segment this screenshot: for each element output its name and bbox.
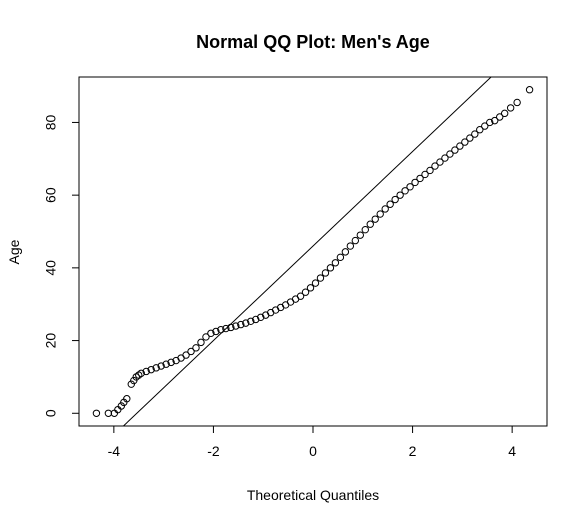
x-tick-label: 4 xyxy=(508,443,516,459)
data-point xyxy=(446,150,454,158)
x-tick-label: 0 xyxy=(309,443,317,459)
data-point xyxy=(110,409,119,417)
data-point xyxy=(147,365,155,374)
data-point xyxy=(197,338,205,347)
data-point xyxy=(451,146,459,154)
data-point xyxy=(466,134,474,142)
data-point xyxy=(227,323,235,332)
data-point xyxy=(257,313,265,322)
data-point xyxy=(356,231,364,239)
data-point xyxy=(346,242,355,250)
data-point xyxy=(496,113,504,121)
y-axis-label: Age xyxy=(6,239,22,264)
data-point xyxy=(461,138,469,146)
data-point xyxy=(152,364,160,372)
data-point xyxy=(157,362,165,370)
data-point xyxy=(127,380,135,388)
data-point xyxy=(421,170,429,179)
y-tick-label: 40 xyxy=(43,260,59,276)
data-point xyxy=(500,109,509,118)
data-point xyxy=(506,104,515,112)
data-point xyxy=(401,187,409,195)
data-point xyxy=(406,183,414,191)
data-point xyxy=(481,122,489,130)
y-axis: 0 20 40 60 80 xyxy=(43,114,80,417)
data-point xyxy=(252,315,260,324)
data-point xyxy=(142,367,150,376)
data-point xyxy=(207,329,215,337)
data-point xyxy=(321,269,330,277)
data-point xyxy=(296,292,305,300)
data-point xyxy=(513,98,521,107)
data-point xyxy=(491,116,499,125)
x-tick-label: -2 xyxy=(207,443,220,459)
data-point xyxy=(326,264,335,272)
data-point xyxy=(202,333,210,341)
data-point xyxy=(137,369,145,377)
chart-title: Normal QQ Plot: Men's Age xyxy=(196,32,430,52)
x-axis: -4 -2 0 2 4 xyxy=(108,425,516,459)
data-point xyxy=(237,320,245,329)
x-tick-label: 2 xyxy=(409,443,417,459)
x-axis-label: Theoretical Quantiles xyxy=(247,487,379,503)
y-tick-label: 80 xyxy=(43,114,59,130)
data-point xyxy=(212,327,220,336)
data-points-layer xyxy=(92,86,534,417)
data-point xyxy=(192,344,200,352)
data-point xyxy=(361,225,369,234)
data-point xyxy=(301,288,310,296)
data-point xyxy=(376,210,384,218)
data-point xyxy=(471,130,479,138)
data-point xyxy=(386,200,394,208)
data-point xyxy=(476,126,484,134)
data-point xyxy=(117,402,126,410)
data-point xyxy=(242,319,250,327)
data-point xyxy=(104,409,113,417)
data-point xyxy=(486,118,494,127)
data-point xyxy=(391,195,399,204)
data-point xyxy=(306,284,315,292)
data-point xyxy=(114,405,122,414)
data-point xyxy=(441,154,449,162)
data-point xyxy=(247,317,255,325)
data-point xyxy=(396,191,404,199)
data-point xyxy=(167,358,175,367)
data-point xyxy=(123,395,131,403)
data-point xyxy=(426,166,434,175)
data-point xyxy=(316,274,325,282)
data-point xyxy=(336,253,345,262)
data-point xyxy=(456,142,464,150)
data-point xyxy=(130,376,138,385)
data-point xyxy=(381,205,389,213)
data-point xyxy=(366,220,374,228)
data-point xyxy=(351,236,360,245)
data-point xyxy=(162,360,170,368)
data-point xyxy=(187,347,195,356)
data-point xyxy=(311,279,320,287)
data-point xyxy=(371,215,379,223)
data-point xyxy=(331,259,340,267)
y-tick-label: 60 xyxy=(43,187,59,203)
data-point xyxy=(416,174,424,183)
data-point xyxy=(431,162,439,170)
data-point xyxy=(217,325,225,334)
data-point xyxy=(341,248,350,256)
data-point xyxy=(411,178,419,187)
data-point xyxy=(182,351,190,359)
data-point xyxy=(436,158,444,166)
data-point xyxy=(222,324,230,333)
x-tick-label: -4 xyxy=(108,443,121,459)
y-tick-label: 20 xyxy=(43,333,59,349)
y-tick-label: 0 xyxy=(43,409,59,417)
data-point xyxy=(92,409,101,417)
data-point xyxy=(525,86,534,94)
data-point xyxy=(232,322,240,330)
